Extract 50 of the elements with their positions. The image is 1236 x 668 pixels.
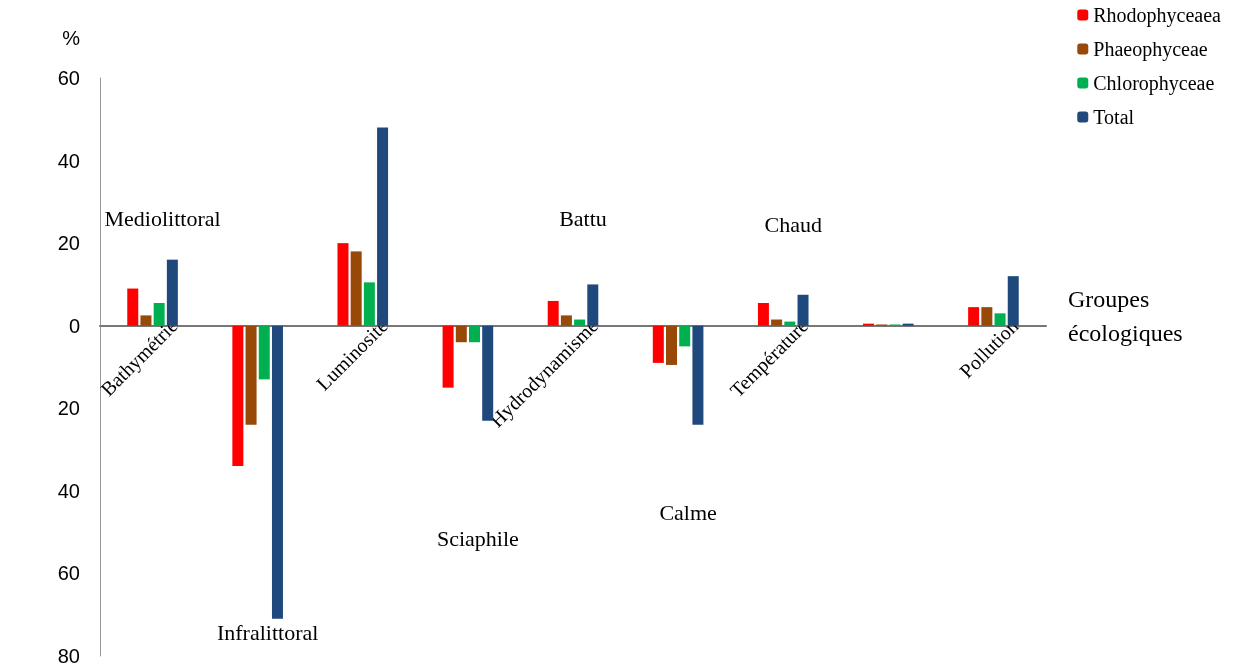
bar bbox=[757, 303, 769, 326]
annotation: Chaud bbox=[764, 212, 822, 238]
y-tick-label: 20 bbox=[57, 397, 80, 420]
y-tick-label: 0 bbox=[68, 314, 80, 337]
legend-label: Rhodophyceaea bbox=[1093, 4, 1222, 27]
annotation: Calme bbox=[659, 499, 717, 525]
bar bbox=[902, 323, 914, 326]
bar bbox=[547, 300, 559, 326]
bar bbox=[232, 325, 244, 467]
y-tick-label: 40 bbox=[57, 149, 80, 172]
bar bbox=[482, 325, 494, 421]
bar bbox=[258, 325, 270, 380]
bar bbox=[166, 259, 178, 326]
bar bbox=[468, 325, 480, 343]
annotation: Mediolittoral bbox=[104, 205, 221, 231]
bar bbox=[994, 313, 1006, 326]
bar bbox=[442, 325, 454, 388]
bar bbox=[652, 325, 664, 363]
y-tick-label: 40 bbox=[57, 479, 80, 502]
bar bbox=[574, 319, 586, 326]
bar bbox=[968, 307, 980, 326]
bar bbox=[153, 303, 165, 326]
bar bbox=[1007, 276, 1019, 326]
y-axis-title: % bbox=[62, 27, 81, 49]
bar bbox=[587, 284, 599, 326]
bar bbox=[127, 288, 139, 326]
y-tick-label: 60 bbox=[57, 67, 80, 89]
bar bbox=[863, 323, 875, 326]
legend-label: Phaeophyceae bbox=[1093, 38, 1208, 61]
y-tick-label: 20 bbox=[57, 232, 80, 255]
y-tick-label: 60 bbox=[57, 562, 80, 585]
bar bbox=[140, 315, 152, 326]
y-tick-label: 80 bbox=[57, 645, 80, 667]
bar bbox=[797, 294, 809, 326]
legend-label: Chlorophyceae bbox=[1093, 72, 1215, 95]
bar bbox=[771, 319, 783, 326]
legend-label: Total bbox=[1093, 106, 1135, 128]
bar bbox=[981, 307, 993, 326]
bar bbox=[245, 325, 257, 425]
bar bbox=[666, 325, 678, 365]
x-axis-title: Groupes écologiques bbox=[1068, 286, 1183, 346]
annotation: Sciaphile bbox=[436, 526, 519, 552]
bar bbox=[679, 325, 691, 347]
bar bbox=[560, 315, 572, 326]
annotation: Battu bbox=[559, 205, 607, 231]
annotation: Infralittoral bbox=[216, 619, 319, 645]
bar bbox=[692, 325, 704, 425]
bar bbox=[784, 321, 796, 326]
bar bbox=[455, 325, 467, 343]
bar bbox=[271, 325, 283, 619]
